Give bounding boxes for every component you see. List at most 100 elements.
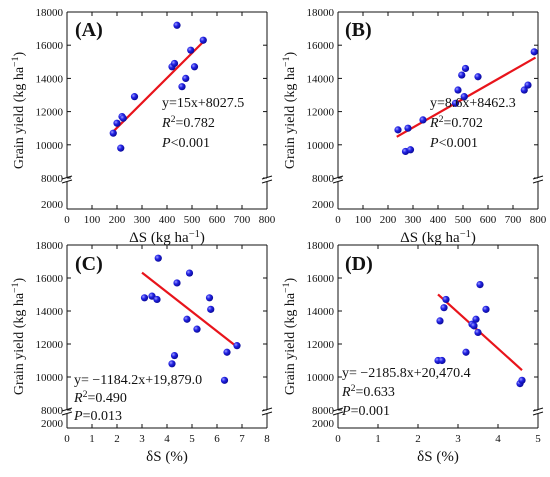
axis-break-mark: [532, 411, 544, 416]
y-tick-label: 8000: [312, 405, 335, 417]
x-tick-label: 100: [84, 214, 101, 226]
y-tick-label: 8000: [41, 405, 64, 417]
data-point: [207, 305, 215, 313]
y-tick-label-break: 2000: [41, 418, 64, 430]
fit-annotation: R2=0.782: [161, 114, 215, 132]
x-axis-label: δS (%): [146, 449, 188, 465]
x-tick-label: 600: [209, 214, 226, 226]
x-tick-label: 5: [535, 433, 541, 445]
data-point: [474, 328, 482, 337]
data-point: [183, 315, 191, 323]
y-tick-label: 16000: [36, 40, 64, 52]
x-tick-label: 0: [64, 214, 70, 226]
data-point: [406, 146, 415, 154]
y-tick-label: 10000: [36, 372, 64, 384]
data-point: [220, 376, 229, 384]
fit-annotation: y= −1184.2x+19,879.0: [74, 373, 202, 388]
x-tick-label: 6: [214, 433, 220, 445]
fit-annotation: y= −2185.8x+20,470.4: [342, 366, 471, 381]
x-tick-label: 4: [164, 433, 170, 445]
data-point: [178, 83, 186, 91]
y-tick-label: 10000: [36, 140, 64, 152]
panel-label: (C): [75, 253, 103, 275]
y-tick-label: 18000: [307, 7, 335, 19]
x-tick-label: 700: [234, 214, 251, 226]
data-point: [205, 294, 214, 302]
fit-annotation: P=0.013: [73, 409, 122, 424]
data-point: [518, 376, 526, 384]
data-point: [119, 114, 127, 122]
data-point: [154, 254, 162, 262]
regression-line: [141, 271, 238, 348]
y-tick-label: 14000: [36, 306, 64, 318]
x-tick-label: 300: [134, 214, 151, 226]
data-point: [140, 294, 149, 302]
y-tick-label-break: 2000: [312, 418, 335, 430]
fit-annotation: P<0.001: [161, 136, 210, 151]
y-tick-label: 18000: [307, 240, 335, 252]
y-tick-label: 8000: [41, 173, 64, 185]
data-point: [185, 269, 194, 277]
y-tick-label: 8000: [312, 173, 335, 185]
data-point: [113, 119, 121, 127]
data-point: [187, 46, 195, 54]
x-tick-label: 200: [380, 214, 397, 226]
data-point: [438, 356, 446, 365]
data-point: [470, 322, 478, 330]
y-tick-label: 12000: [36, 339, 64, 351]
data-point: [458, 71, 466, 79]
axis-break-mark: [61, 179, 73, 184]
axis-break-mark: [332, 179, 344, 184]
x-tick-label: 500: [455, 214, 472, 226]
fit-annotation: R2=0.633: [341, 383, 395, 401]
data-point: [520, 86, 528, 94]
x-axis-label: ΔS (kg ha−1): [400, 229, 476, 247]
x-tick-label: 7: [239, 433, 245, 445]
data-point: [460, 93, 468, 101]
data-point: [419, 116, 427, 124]
data-point: [193, 325, 201, 333]
x-tick-label: 3: [455, 433, 461, 445]
data-point: [482, 305, 490, 313]
x-tick-label: 300: [405, 214, 422, 226]
data-point: [476, 281, 484, 289]
data-point: [199, 36, 207, 44]
data-point: [462, 348, 470, 356]
x-tick-label: 400: [159, 214, 176, 226]
y-tick-label: 12000: [307, 339, 335, 351]
y-tick-label: 12000: [36, 107, 64, 119]
fit-annotation: R2=0.702: [429, 114, 483, 132]
x-tick-label: 0: [335, 433, 341, 445]
axis-break-mark: [332, 411, 344, 416]
y-tick-label: 18000: [36, 7, 64, 19]
x-tick-label: 4: [495, 433, 501, 445]
data-point: [524, 81, 532, 89]
data-point: [233, 342, 241, 350]
data-point: [130, 93, 139, 101]
y-tick-label: 16000: [36, 273, 64, 285]
data-point: [182, 74, 190, 82]
x-tick-label: 600: [480, 214, 497, 226]
y-tick-label-break: 2000: [41, 199, 64, 211]
x-tick-label: 2: [114, 433, 120, 445]
x-tick-label: 1: [89, 433, 95, 445]
data-point: [394, 126, 402, 134]
data-point: [223, 348, 231, 356]
data-point: [173, 21, 181, 29]
x-tick-label: 1: [375, 433, 381, 445]
x-tick-label: 800: [259, 214, 276, 226]
data-point: [436, 317, 444, 325]
y-tick-label: 14000: [36, 73, 64, 85]
x-axis-label: ΔS (kg ha−1): [129, 229, 205, 247]
data-point: [117, 144, 125, 152]
x-tick-label: 400: [430, 214, 447, 226]
y-axis-label: Grain yield (kg ha−1): [10, 277, 28, 395]
data-point: [109, 129, 117, 137]
data-point: [440, 304, 448, 312]
y-tick-label: 12000: [307, 107, 335, 119]
data-point: [170, 351, 179, 360]
